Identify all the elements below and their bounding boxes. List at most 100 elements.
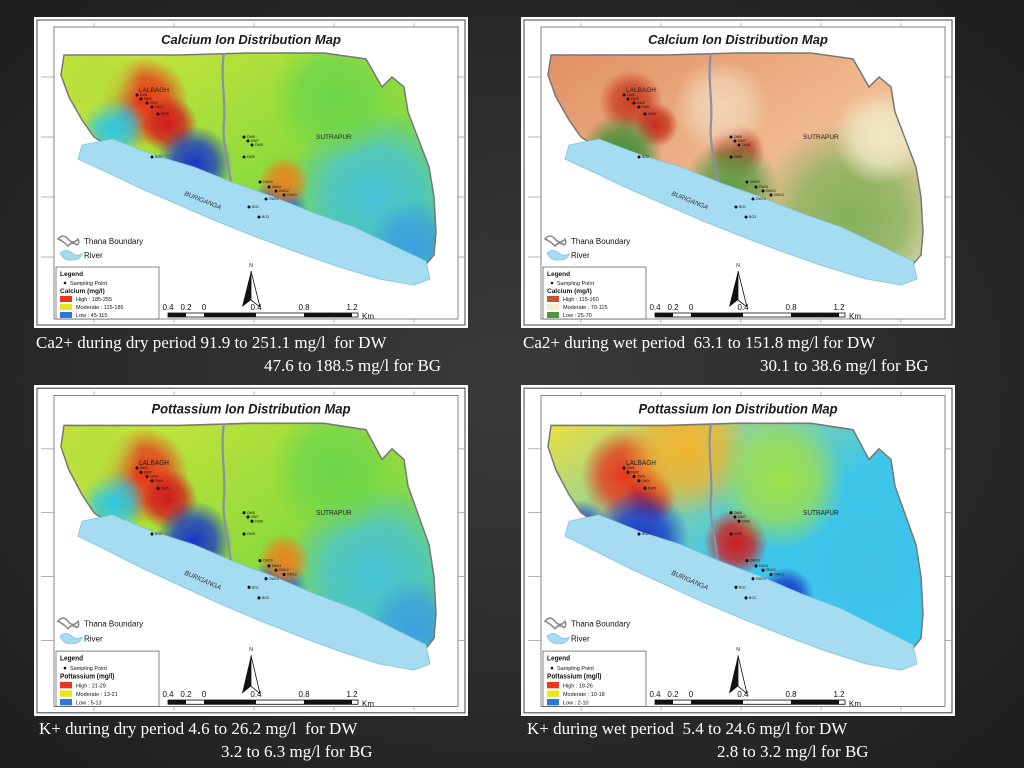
caption-line-1: K+ during wet period 5.4 to 24.6 mg/l fo… <box>527 719 848 738</box>
sampling-point <box>734 205 738 209</box>
sampling-point <box>257 596 261 600</box>
sampling-point-label: DW1 <box>140 93 148 97</box>
legend: Legend Sampling Point Pottassium (mg/l) Hig… <box>55 650 160 707</box>
legend-class-label: High : 115-160 <box>563 297 599 303</box>
caption-line-2: 3.2 to 6.3 mg/l for BG <box>221 742 373 761</box>
thana-boundary-key-label: Thana Boundary <box>84 237 143 246</box>
sampling-point <box>264 197 268 201</box>
sampling-point <box>242 135 246 139</box>
sampling-point <box>769 193 773 197</box>
legend-class-label: Moderate : 13-21 <box>76 692 118 698</box>
scale-label: 0.4 <box>162 690 174 699</box>
legend-class-label: Low : 45-115 <box>76 313 107 319</box>
place-label-sutrapur: SUTRAPUR <box>803 510 839 517</box>
map-title: Calcium Ion Distribution Map <box>648 32 828 47</box>
caption-line-1: K+ during dry period 4.6 to 26.2 mg/l fo… <box>39 719 358 738</box>
sampling-point-label: DW7 <box>251 139 259 143</box>
north-arrow-right <box>250 270 261 309</box>
scale-bar-segment <box>691 313 743 317</box>
scale-bar-segment <box>204 313 256 317</box>
thana-boundary <box>221 52 236 200</box>
river-key-icon <box>59 633 83 645</box>
scale-label: 0.4 <box>737 690 749 699</box>
sampling-point-label: DW8 <box>742 519 750 523</box>
sampling-point <box>135 93 139 97</box>
scale-label: 1.2 <box>833 690 845 699</box>
sampling-point <box>733 139 737 143</box>
sampling-point-label: DW11 <box>759 564 768 568</box>
place-label-lalbagh: LALBAGH <box>139 460 169 467</box>
sampling-point <box>150 155 154 159</box>
sampling-point <box>150 532 154 536</box>
sampling-point-label: DW12 <box>279 189 289 193</box>
sampling-point-label: DW13 <box>774 193 784 197</box>
map-inner-frame <box>53 26 459 320</box>
sampling-point <box>729 532 733 536</box>
sampling-point-label: DW10 <box>750 559 760 563</box>
scale-bar: 0.4 0.2 0 0.4 0.8 1.2 Km <box>649 303 861 321</box>
scale-label: 0.2 <box>180 303 192 312</box>
legend-class-label: Low : 2-10 <box>563 700 589 706</box>
scale-label: 0 <box>202 303 207 312</box>
map-panel-calcium-dry: Calcium Ion Distribution Map BURIGANGA LAL… <box>34 17 468 328</box>
thana-boundary-key-label: Thana Boundary <box>571 237 630 246</box>
legend-swatch <box>547 681 559 689</box>
map-title: Pottassium Ion Distribution Map <box>638 401 837 416</box>
sampling-point <box>250 519 254 523</box>
river-key-icon <box>59 250 83 261</box>
sampling-point <box>282 193 286 197</box>
sampling-point-label: DW10 <box>750 180 760 184</box>
map-title: Calcium Ion Distribution Map <box>161 32 341 47</box>
legend-variable-title: Pottassium (mg/l) <box>547 674 601 681</box>
legend-class-label: Moderate : 70-115 <box>563 305 608 311</box>
surface-blob <box>258 533 310 588</box>
legend-variable-title: Pottassium (mg/l) <box>60 674 114 681</box>
thana-boundary-key-icon <box>543 235 567 248</box>
caption-potassium-wet: K+ during wet period 5.4 to 24.6 mg/l fo… <box>527 717 869 763</box>
scale-unit: Km <box>362 312 374 321</box>
sampling-point <box>729 511 733 515</box>
sampling-point-label: DW4 <box>642 479 650 483</box>
sampling-point-label: DW11 <box>759 185 769 189</box>
sampling-point <box>761 568 765 572</box>
scale-label: 0.2 <box>667 690 679 699</box>
sampling-point <box>737 519 741 523</box>
legend-box <box>542 266 647 320</box>
map-panel-potassium-dry: Pottassium Ion Distribution Map BURIGANGA… <box>34 385 468 716</box>
scale-bar-segment <box>168 313 186 317</box>
sampling-point <box>150 105 154 109</box>
sampling-point <box>626 97 630 101</box>
sampling-point-label: DW14 <box>756 577 766 581</box>
river-key-icon <box>546 633 570 645</box>
sampling-point-label: BG3 <box>262 596 269 600</box>
sampling-point-label: DW11 <box>272 564 281 568</box>
caption-line-1: Ca2+ during dry period 91.9 to 251.1 mg/… <box>36 333 387 352</box>
sampling-point-label: DW5 <box>161 486 169 490</box>
scale-unit: Km <box>849 699 861 708</box>
legend-sampling-point-icon <box>550 281 554 285</box>
scale-bar-segment <box>791 313 839 317</box>
legend-swatch <box>60 681 72 689</box>
sampling-point <box>729 135 733 139</box>
north-arrow-left <box>242 271 251 307</box>
sampling-point-label: DW7 <box>738 139 746 143</box>
legend-sampling-point-label: Sampling Point <box>557 666 594 672</box>
legend-variable-title: Calcium (mg/l) <box>60 288 105 295</box>
sampling-point <box>145 101 149 105</box>
scale-label: 0.8 <box>785 690 797 699</box>
scale-unit: Km <box>362 699 374 708</box>
scale-label: 0.8 <box>785 303 797 312</box>
sampling-point-label: DW6 <box>734 511 742 515</box>
legend-heading: Legend <box>547 656 570 663</box>
scale-bar-segment <box>791 700 839 705</box>
legend-heading: Legend <box>60 271 83 278</box>
sampling-point <box>156 486 160 490</box>
sampling-point-label: BG1 <box>739 585 746 589</box>
north-arrow-right <box>250 655 261 695</box>
sampling-point <box>139 97 143 101</box>
place-label-lalbagh: LALBAGH <box>626 87 656 94</box>
north-label: N <box>249 263 253 269</box>
thana-boundary <box>708 423 723 579</box>
sampling-point-label: DW2 <box>631 97 639 101</box>
